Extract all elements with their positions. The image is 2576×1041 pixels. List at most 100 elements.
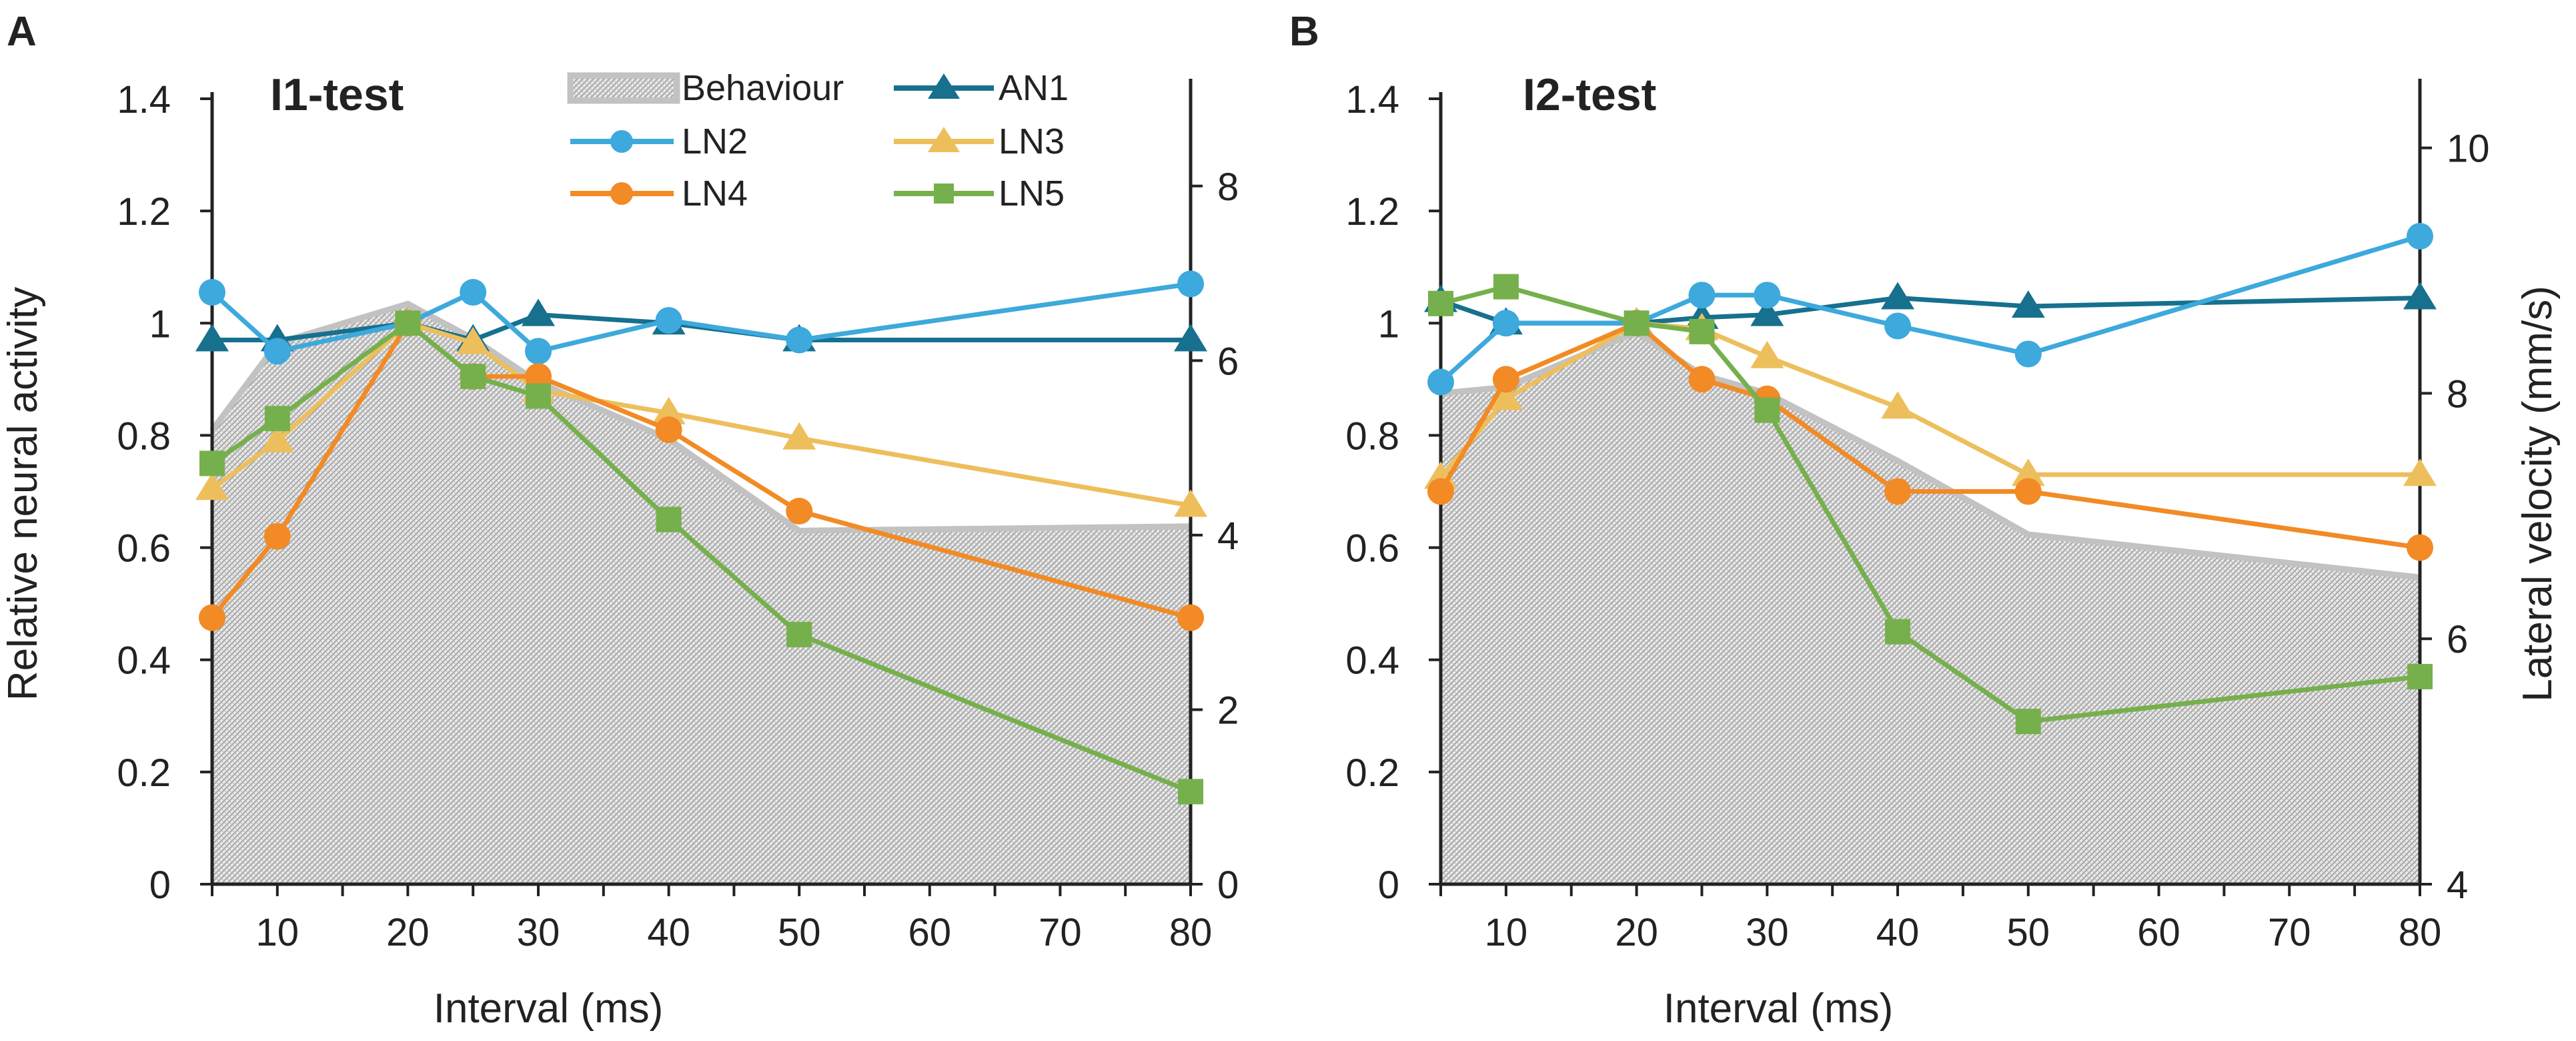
- y2-tick-label-a: 4: [1217, 514, 1239, 558]
- point-ln4-a: [1177, 604, 1204, 631]
- legend-label-ln5: LN5: [999, 174, 1065, 214]
- point-an1-b: [2011, 290, 2045, 318]
- behaviour-line-b: [1440, 328, 2421, 581]
- point-ln3-a: [260, 424, 294, 452]
- y2-tick-label-b: 10: [2447, 127, 2490, 171]
- series-line-ln3-a: [210, 320, 1191, 508]
- behaviour-area-a: [212, 304, 1191, 885]
- legend-label-behaviour: Behaviour: [682, 68, 844, 108]
- series-line-ln5-a: [211, 320, 1192, 794]
- y2-tick-label-a: 8: [1217, 165, 1239, 209]
- panel-b: 10 20 30 40 50 60 70 80 0 0.2 0.4 0.6 0.8 1 1.2 1.4 4 6 8 1…: [1289, 9, 2561, 1032]
- point-ln4-a: [263, 523, 291, 550]
- point-ln5-b: [1493, 274, 1519, 300]
- point-ln3-a: [456, 326, 490, 354]
- panel-letter-b: B: [1289, 9, 1319, 55]
- x-tick-label-b: 10: [1485, 911, 1528, 954]
- y2-tick-label-a: 0: [1217, 863, 1239, 907]
- point-ln2-b: [1427, 368, 1454, 396]
- y-tick-label-a: 1: [149, 302, 171, 346]
- point-ln2-a: [263, 338, 291, 365]
- y-tick-label-a: 0.2: [117, 751, 171, 795]
- legend-item-ln4: LN4: [570, 174, 748, 214]
- legend-item-ln5: LN5: [894, 174, 1065, 214]
- y2-tick-label-a: 6: [1217, 340, 1239, 383]
- x-tick-label-b: 30: [1746, 911, 1789, 954]
- point-ln5-b: [1428, 290, 1453, 316]
- point-ln5-a: [656, 506, 682, 533]
- legend-item-behaviour: Behaviour: [567, 68, 844, 108]
- legend-label-ln2: LN2: [682, 121, 748, 161]
- point-ln2-a: [199, 279, 225, 306]
- y2-tick-label-b: 6: [2447, 618, 2468, 661]
- y-tick-label-b: 0.6: [1345, 527, 1399, 571]
- point-ln4-b: [1688, 366, 1716, 393]
- y2-axis-label-b: Lateral velocity (mm/s): [2515, 286, 2561, 702]
- x-tick-label-a: 20: [386, 911, 430, 954]
- x-tick-label-b: 40: [1876, 911, 1920, 954]
- point-an1-b: [2403, 282, 2437, 310]
- point-ln5-b: [1754, 397, 1780, 423]
- legend-marker-ln5: [934, 184, 954, 204]
- point-ln5-a: [786, 621, 812, 647]
- point-ln2-b: [2407, 222, 2433, 250]
- point-ln5-a: [1178, 779, 1203, 805]
- legend-label-ln4: LN4: [682, 174, 748, 214]
- x-axis-label-a: Interval (ms): [434, 986, 663, 1032]
- behaviour-area-b: [1441, 332, 2420, 884]
- y-tick-label-a: 0: [149, 863, 171, 907]
- x-tick-label-b: 20: [1615, 911, 1658, 954]
- point-ln4-a: [199, 604, 225, 631]
- point-ln5-b: [1624, 310, 1650, 336]
- point-ln5-a: [460, 364, 486, 390]
- point-ln3-a: [1174, 489, 1207, 517]
- legend-item-an1: AN1: [894, 68, 1069, 108]
- point-ln3-b: [1750, 340, 1784, 368]
- series-line-ln5-b: [1440, 284, 2421, 724]
- point-ln3-a: [652, 396, 686, 424]
- y-tick-label-b: 0.2: [1345, 751, 1399, 795]
- point-ln2-a: [1177, 270, 1204, 298]
- y2-tick-label-b: 8: [2447, 372, 2468, 416]
- point-ln4-b: [1427, 478, 1454, 505]
- point-ln4-b: [2014, 478, 2042, 505]
- point-ln4-b: [1884, 478, 1912, 505]
- x-tick-label-a: 70: [1039, 911, 1082, 954]
- chart-title-a: I1-test: [270, 69, 404, 120]
- y-tick-label-b: 1: [1378, 302, 1399, 346]
- point-an1-b: [1881, 282, 1915, 310]
- panel-letter-a: A: [7, 9, 37, 55]
- y2-tick-label-b: 4: [2447, 863, 2468, 907]
- x-tick-label-a: 60: [908, 911, 952, 954]
- plot-area-a: 10 20 30 40 50 60 70 8000.20.40.60.811.21.40246…: [117, 78, 1239, 954]
- x-tick-label-a: 80: [1169, 911, 1213, 954]
- point-ln2-b: [2014, 340, 2042, 368]
- x-axis-label-b: Interval (ms): [1664, 986, 1893, 1032]
- y-axis-label-a: Relative neural activity: [0, 287, 46, 701]
- x-tick-label-b: 50: [2007, 911, 2050, 954]
- point-ln3-b: [1881, 391, 1915, 419]
- point-ln2-b: [1492, 310, 1519, 337]
- point-ln2-a: [786, 326, 813, 354]
- point-ln5-b: [2407, 663, 2433, 689]
- y-tick-label-a: 0.6: [117, 527, 171, 571]
- x-tick-label-b: 70: [2268, 911, 2311, 954]
- point-ln2-b: [1754, 282, 1781, 309]
- legend-item-ln3: LN3: [894, 121, 1065, 161]
- point-an1-a: [1174, 324, 1207, 352]
- y-tick-label-a: 0.4: [117, 639, 171, 683]
- point-ln5-a: [264, 406, 290, 432]
- point-ln4-a: [786, 497, 813, 525]
- point-an1-b: [1750, 298, 1784, 326]
- legend-label-ln3: LN3: [999, 121, 1065, 161]
- y2-tick-label-a: 2: [1217, 689, 1239, 732]
- x-tick-label-b: 60: [2137, 911, 2180, 954]
- legend-swatch-behaviour: [567, 72, 680, 104]
- y-tick-label-b: 0.4: [1345, 639, 1399, 683]
- y-tick-label-b: 0: [1378, 863, 1399, 907]
- x-tick-label-a: 10: [256, 911, 299, 954]
- x-tick-label-a: 30: [517, 911, 560, 954]
- point-ln3-b: [2011, 458, 2045, 486]
- y-tick-label-b: 0.8: [1345, 414, 1399, 458]
